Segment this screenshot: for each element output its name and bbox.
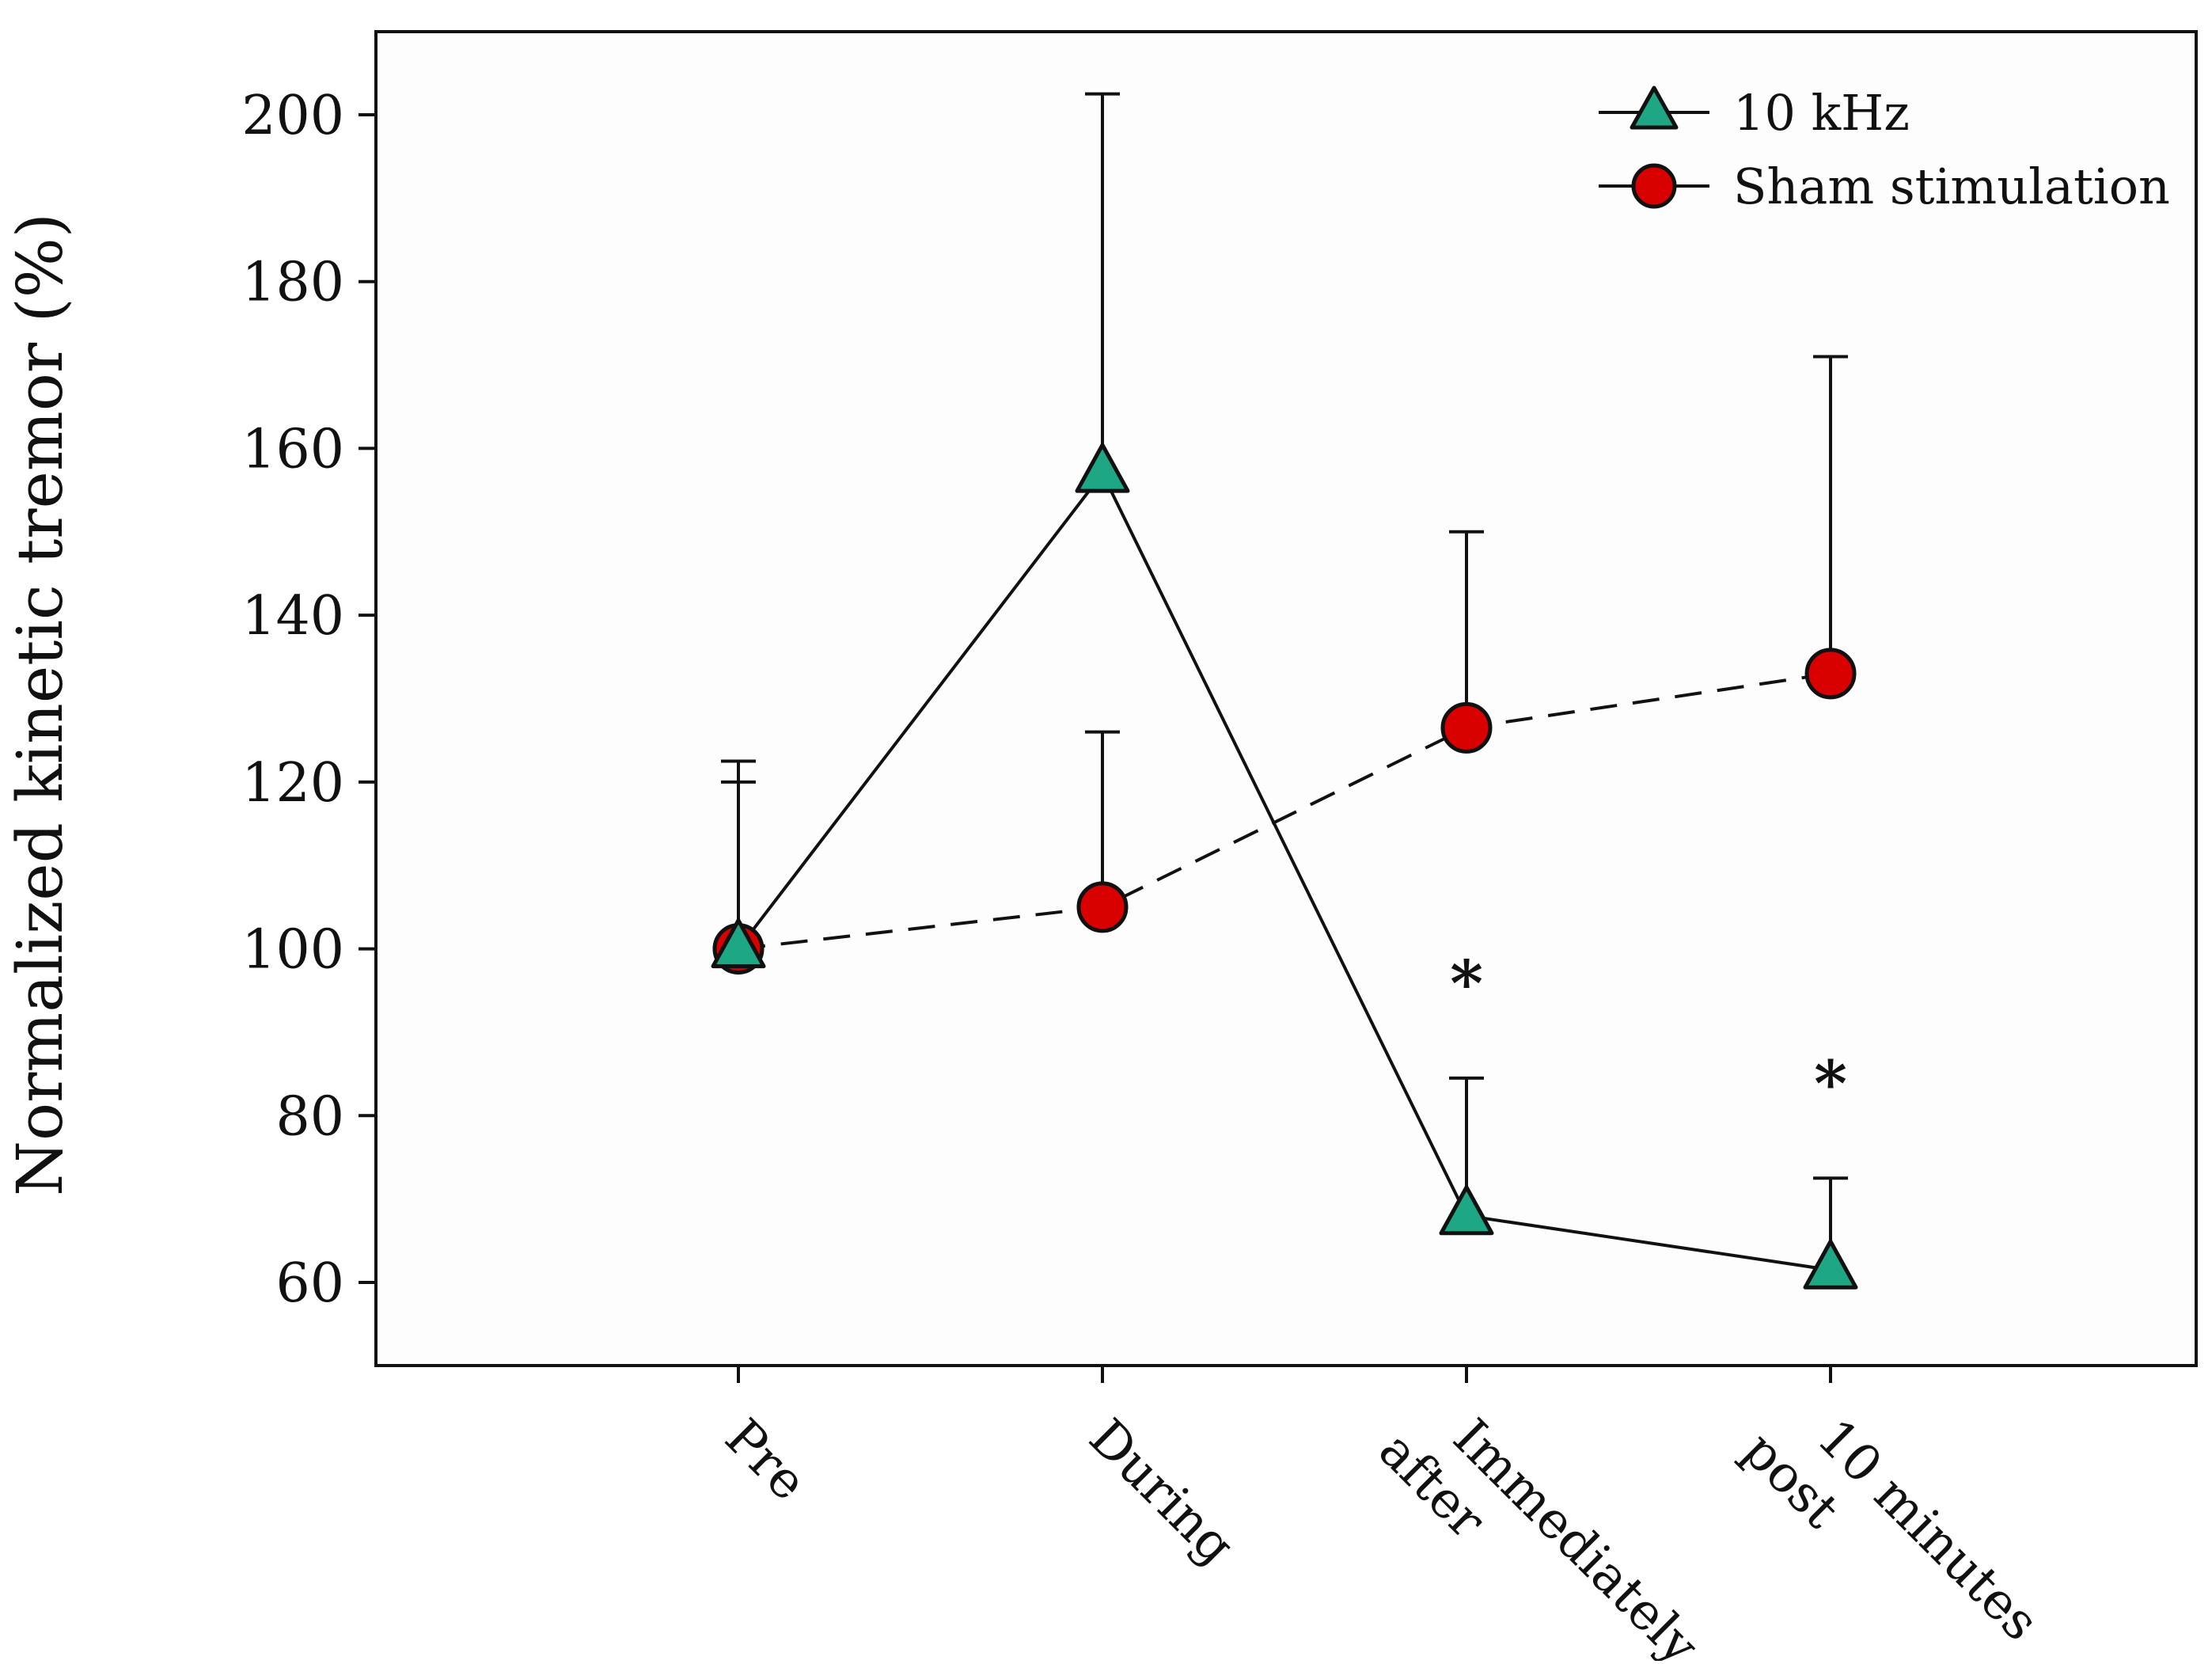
- series-markers-group: [711, 443, 1858, 1290]
- data-point-triangle: [1803, 1239, 1858, 1290]
- significance-asterisk: *: [1450, 946, 1483, 1020]
- data-point-triangle: [1439, 1185, 1494, 1236]
- y-tick-label: 100: [241, 919, 344, 982]
- y-tick-label: 60: [275, 1252, 344, 1315]
- y-tick-label: 180: [241, 252, 344, 314]
- y-tick-label: 140: [241, 585, 344, 648]
- annotations-group: **: [1450, 946, 1847, 1120]
- plot-frame: [374, 30, 2198, 1367]
- y-tick-label: 80: [275, 1085, 344, 1148]
- y-axis-title: Normalized kinetic tremor (%): [3, 213, 77, 1196]
- series-lines-group: [737, 470, 1831, 1272]
- data-point-triangle: [1075, 443, 1130, 493]
- data-point-circle: [1076, 881, 1129, 933]
- data-point-triangle: [711, 918, 766, 969]
- series-line-circle: [738, 671, 1831, 951]
- legend-label: 10 kHz: [1733, 84, 1910, 142]
- legend-marker-circle: [1631, 163, 1677, 209]
- data-point-circle: [1440, 701, 1493, 754]
- significance-asterisk: *: [1814, 1047, 1847, 1121]
- legend: 10 kHz Sham stimulation: [1599, 84, 2170, 215]
- y-tick-label: 160: [241, 418, 344, 481]
- y-tick-label: 120: [241, 752, 344, 815]
- y-tick-label: 200: [241, 85, 344, 147]
- series-line-triangle: [737, 470, 1831, 1272]
- legend-marker-triangle: [1630, 85, 1679, 130]
- legend-label: Sham stimulation: [1733, 158, 2170, 215]
- data-point-circle: [1804, 648, 1857, 700]
